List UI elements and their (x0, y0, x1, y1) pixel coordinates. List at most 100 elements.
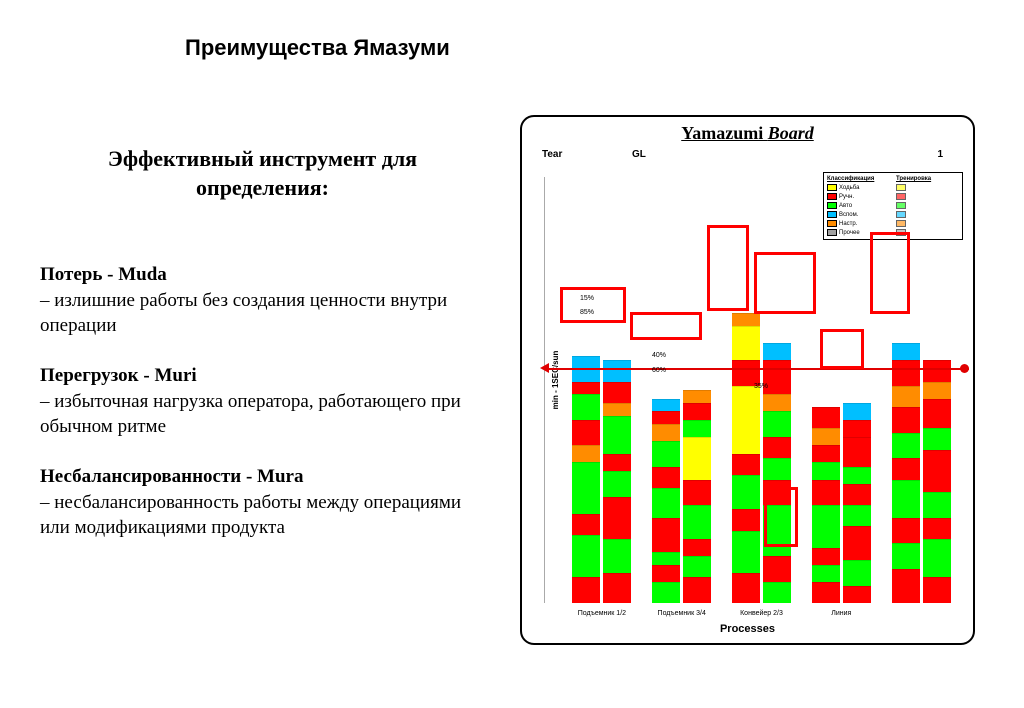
bar-stack (572, 356, 600, 603)
bar-segment (763, 411, 791, 437)
bar-segment (572, 577, 600, 603)
definition-item-1: Перегрузок - Muri– избыточная нагрузка о… (40, 363, 485, 440)
annotation-label: 85% (580, 309, 594, 316)
bar-stack (652, 399, 680, 603)
definition-item-0: Потерь - Muda – излишние работы без созда… (40, 262, 485, 339)
bar-segment (652, 582, 680, 603)
bar-stack (603, 360, 631, 603)
bar-segment (572, 462, 600, 513)
bar-segment (683, 403, 711, 420)
bar-segment (652, 552, 680, 565)
bar-segment (572, 382, 600, 395)
bar-segment (843, 526, 871, 560)
bar-segment (603, 471, 631, 497)
bar-segment (923, 539, 951, 577)
bar-segment (892, 343, 920, 360)
bar-segment (812, 407, 840, 428)
bar-segment (843, 586, 871, 603)
bar-segment (843, 403, 871, 420)
bar-segment (732, 531, 760, 574)
bar-segment (732, 573, 760, 603)
board-title: Yamazumi Board (522, 123, 973, 144)
bar-segment (812, 505, 840, 548)
bar-segment (923, 428, 951, 449)
bar-segment (603, 539, 631, 573)
bar-segment (812, 462, 840, 479)
bar-segment (892, 543, 920, 569)
annotation-label: 15% (580, 295, 594, 302)
bar-segment (652, 424, 680, 441)
bar-segment (843, 484, 871, 505)
bar-segment (603, 454, 631, 471)
bar-segment (732, 475, 760, 509)
bar-segment (843, 560, 871, 586)
bar-segment (732, 509, 760, 530)
bar-segment (843, 467, 871, 484)
bar-column (892, 343, 951, 603)
bar-segment (843, 505, 871, 526)
bar-segment (572, 394, 600, 420)
yamazumi-board: Yamazumi Board Tear GL 1 min - 1SEC/sun … (520, 115, 975, 645)
annotation-label: 35% (754, 383, 768, 390)
bar-segment (652, 441, 680, 467)
takt-dot-icon (960, 364, 969, 373)
bar-column: Подъемник 3/4 (652, 390, 711, 603)
bar-segment (763, 394, 791, 411)
bar-segment (763, 480, 791, 506)
bar-segment (572, 535, 600, 578)
left-column: Эффективный инструмент для определения: … (40, 145, 485, 565)
bar-segment (603, 403, 631, 416)
bar-segment (763, 437, 791, 458)
bar-segment (732, 326, 760, 360)
bar-segment (763, 556, 791, 582)
bar-segment (892, 518, 920, 544)
definition-body: – несбалансированность работы между опер… (40, 492, 461, 539)
bar-segment (812, 582, 840, 603)
x-tick-label: Подъемник 1/2 (578, 610, 626, 617)
bar-segment (923, 382, 951, 399)
bar-segment (732, 454, 760, 475)
bar-stack (732, 313, 760, 603)
bar-segment (843, 437, 871, 467)
definition-lead: Потерь - Muda (40, 264, 167, 285)
bar-segment (892, 569, 920, 603)
bar-segment (923, 518, 951, 539)
bar-segment (603, 360, 631, 381)
bar-segment (732, 313, 760, 326)
bar-segment (652, 565, 680, 582)
bar-segment (683, 577, 711, 603)
bar-segment (763, 582, 791, 603)
x-tick-label: Конвейер 2/3 (740, 610, 783, 617)
definition-lead: Несбалансированности - Mura (40, 466, 304, 487)
bar-segment (812, 565, 840, 582)
bar-segment (603, 497, 631, 540)
bar-segment (572, 445, 600, 462)
bar-segment (892, 360, 920, 386)
bar-segment (923, 360, 951, 381)
bar-segment (652, 518, 680, 552)
bar-segment (892, 407, 920, 433)
bar-segment (843, 420, 871, 437)
definition-body: – избыточная нагрузка оператора, работаю… (40, 391, 461, 438)
bar-segment (892, 480, 920, 518)
bar-segment (763, 505, 791, 556)
definition-body: – излишние работы без создания ценности … (40, 290, 447, 337)
bar-segment (923, 492, 951, 518)
bar-segment (763, 458, 791, 479)
bar-segment (683, 556, 711, 577)
bar-segment (812, 428, 840, 445)
y-axis-label: min - 1SEC/sun (551, 351, 560, 410)
bar-segment (683, 420, 711, 437)
bar-segment (683, 505, 711, 539)
bar-segment (652, 488, 680, 518)
bar-stack (843, 403, 871, 603)
bar-segment (763, 343, 791, 360)
bar-segment (892, 458, 920, 479)
bar-segment (652, 411, 680, 424)
bar-stack (683, 390, 711, 603)
bar-column: Подъемник 1/2 (572, 356, 631, 603)
bar-segment (812, 480, 840, 506)
definition-item-2: Несбалансированности - Mura – несбалансир… (40, 464, 485, 541)
subtitle: Эффективный инструмент для определения: (40, 145, 485, 202)
y-axis (544, 177, 545, 603)
